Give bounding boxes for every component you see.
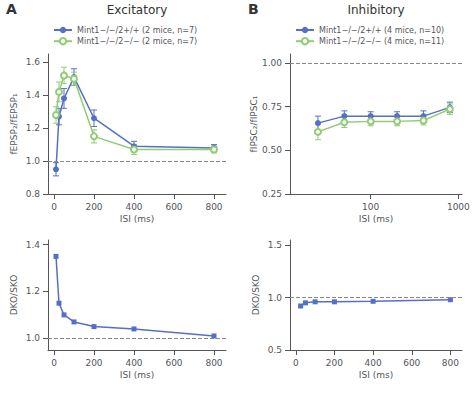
svg-text:Excitatory: Excitatory <box>107 3 168 17</box>
svg-text:1.0: 1.0 <box>26 156 41 166</box>
svg-text:1.2: 1.2 <box>26 123 40 133</box>
svg-text:200: 200 <box>85 358 102 368</box>
svg-text:Mint1−/−/2+/+ (2 mice, n=7): Mint1−/−/2+/+ (2 mice, n=7) <box>77 26 197 35</box>
svg-text:0: 0 <box>293 358 299 368</box>
svg-text:0.8: 0.8 <box>26 189 41 199</box>
svg-text:fEPSP₂/fEPSP₁: fEPSP₂/fEPSP₁ <box>9 93 19 154</box>
svg-text:0: 0 <box>51 358 57 368</box>
svg-text:1000: 1000 <box>447 202 470 212</box>
svg-text:1.5: 1.5 <box>268 240 282 250</box>
svg-text:1.0: 1.0 <box>268 293 283 303</box>
svg-text:ISI (ms): ISI (ms) <box>359 214 393 224</box>
svg-text:600: 600 <box>165 358 182 368</box>
svg-text:Mint1−/−/2+/+ (4 mice, n=10): Mint1−/−/2+/+ (4 mice, n=10) <box>319 26 444 35</box>
svg-text:DKO/SKO: DKO/SKO <box>9 275 19 316</box>
svg-text:ISI (ms): ISI (ms) <box>359 370 393 380</box>
svg-text:600: 600 <box>403 358 420 368</box>
svg-text:0: 0 <box>51 202 57 212</box>
svg-text:Inhibitory: Inhibitory <box>347 3 404 17</box>
svg-text:1.4: 1.4 <box>26 90 41 100</box>
svg-text:1.4: 1.4 <box>26 240 41 250</box>
svg-text:600: 600 <box>165 202 182 212</box>
svg-text:0.50: 0.50 <box>262 145 282 155</box>
svg-text:Mint1−/−/2−/− (4 mice, n=11): Mint1−/−/2−/− (4 mice, n=11) <box>319 37 444 46</box>
svg-text:100: 100 <box>362 202 379 212</box>
svg-text:200: 200 <box>326 358 343 368</box>
svg-text:800: 800 <box>205 202 222 212</box>
svg-text:400: 400 <box>365 358 382 368</box>
svg-text:1.0: 1.0 <box>26 333 41 343</box>
svg-text:Mint1−/−/2−/− (2 mice, n=7): Mint1−/−/2−/− (2 mice, n=7) <box>77 37 197 46</box>
svg-text:0.25: 0.25 <box>262 189 282 199</box>
svg-text:ISI (ms): ISI (ms) <box>120 214 154 224</box>
svg-text:B: B <box>248 1 259 17</box>
svg-text:400: 400 <box>125 202 142 212</box>
svg-text:800: 800 <box>442 358 459 368</box>
svg-text:0.5: 0.5 <box>268 345 282 355</box>
svg-text:fIPSC₂/fIPSC₁: fIPSC₂/fIPSC₁ <box>249 95 259 152</box>
svg-text:400: 400 <box>125 358 142 368</box>
svg-text:ISI (ms): ISI (ms) <box>120 370 154 380</box>
svg-text:1.00: 1.00 <box>262 58 282 68</box>
svg-text:0.75: 0.75 <box>262 102 282 112</box>
svg-text:1.6: 1.6 <box>26 57 41 67</box>
svg-text:200: 200 <box>85 202 102 212</box>
svg-text:1.2: 1.2 <box>26 286 40 296</box>
svg-text:800: 800 <box>205 358 222 368</box>
svg-text:DKO/SKO: DKO/SKO <box>251 275 261 316</box>
svg-text:A: A <box>6 1 17 17</box>
